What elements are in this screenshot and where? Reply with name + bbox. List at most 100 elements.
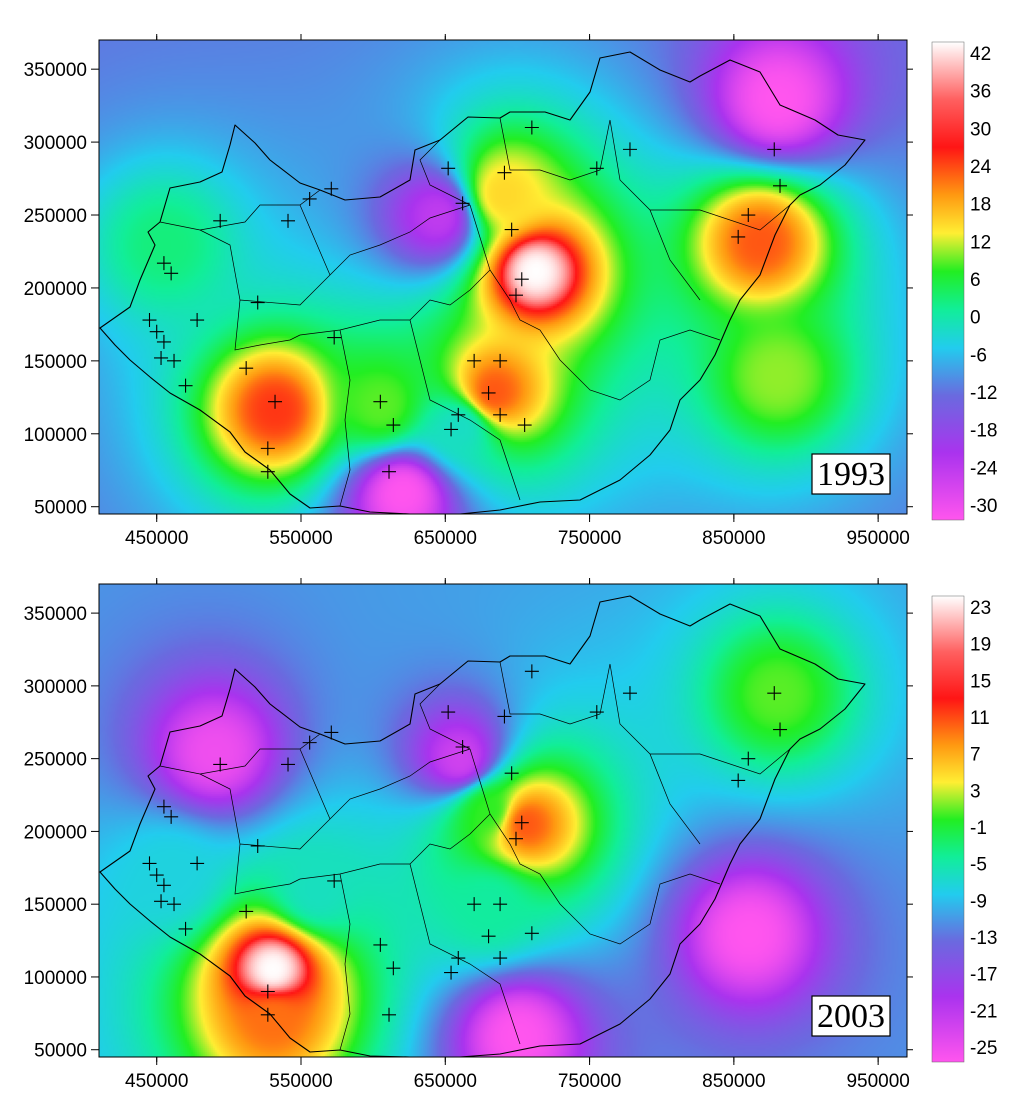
y-tick-label: 100000: [24, 425, 87, 446]
station-marker: [517, 418, 532, 433]
station-marker: [524, 664, 539, 679]
colorbar-label: 36: [970, 82, 991, 103]
station-marker: [741, 208, 756, 223]
station-marker: [154, 350, 169, 365]
colorbar-labels-2003: 23 19 15 11 7 3 -1 -5 -9 -13 -17 -21 -25: [970, 598, 997, 1059]
station-marker: [741, 751, 756, 766]
station-marker: [386, 418, 401, 433]
station-marker: [268, 394, 283, 409]
station-marker: [493, 897, 508, 912]
colorbar-1993: 42 36 30 24 18 12 6 0 -6 -12 -18 -24 -30: [931, 41, 998, 521]
station-marker: [497, 165, 512, 180]
y-tick-label: 50000: [34, 1041, 87, 1062]
y-tick-label: 200000: [24, 279, 87, 300]
x-tick-label: 750000: [558, 1071, 621, 1092]
colorbar-label: -30: [970, 496, 997, 517]
colorbar-label: 30: [970, 119, 991, 140]
panel-1993: 450000 550000 650000 750000 850000 950000 500…: [24, 34, 998, 549]
station-marker: [142, 313, 157, 328]
colorbar-label: 0: [970, 308, 981, 329]
x-tick-label: 850000: [702, 1071, 765, 1092]
y-tick-label: 250000: [24, 206, 87, 227]
station-marker: [178, 378, 193, 393]
station-marker: [386, 961, 401, 976]
frame-1993: [98, 39, 908, 515]
station-marker: [250, 295, 265, 310]
y-tick-label: 350000: [24, 604, 87, 625]
heatmap-canvas-1993: [99, 40, 907, 514]
station-marker: [493, 353, 508, 368]
x-tick-label: 650000: [414, 528, 477, 549]
station-marker: [441, 161, 456, 176]
y-axis-2003: 50000 100000 150000 200000 250000 300000 35000…: [24, 604, 913, 1062]
colorbar-label: 3: [970, 781, 981, 802]
station-marker: [451, 951, 466, 966]
colorbar-label: 42: [970, 44, 991, 65]
station-marker: [156, 334, 171, 349]
station-marker: [497, 709, 512, 724]
colorbar-label: -13: [970, 928, 997, 949]
station-marker: [239, 904, 254, 919]
station-marker: [731, 773, 746, 788]
station-marker: [213, 213, 228, 228]
station-marker: [382, 1007, 397, 1022]
station-marker: [773, 178, 788, 193]
station-marker: [142, 856, 157, 871]
station-marker: [514, 815, 529, 830]
colorbar-label: 6: [970, 270, 981, 291]
station-marker: [167, 897, 182, 912]
colorbar-label: 12: [970, 232, 991, 253]
county-borders-2003: [159, 661, 791, 1051]
y-tick-label: 200000: [24, 822, 87, 843]
station-marker: [467, 353, 482, 368]
station-marker: [156, 878, 171, 893]
station-marker: [327, 873, 342, 888]
station-marker: [773, 722, 788, 737]
station-marker: [514, 272, 529, 287]
station-marker: [178, 921, 193, 936]
year-box-1993: 1993: [811, 453, 891, 495]
station-marker: [281, 213, 296, 228]
station-marker: [504, 222, 519, 237]
station-marker: [281, 757, 296, 772]
station-marker: [455, 196, 470, 211]
x-tick-label: 550000: [269, 528, 332, 549]
station-marker: [731, 229, 746, 244]
y-tick-label: 350000: [24, 60, 87, 81]
station-marker: [481, 385, 496, 400]
x-tick-label: 450000: [125, 528, 188, 549]
colorbar-label: -6: [970, 345, 987, 366]
colorbar-label: -12: [970, 383, 997, 404]
station-marker: [467, 897, 482, 912]
station-marker: [250, 838, 265, 853]
station-marker: [260, 984, 275, 999]
colorbar-label: 15: [970, 671, 991, 692]
station-marker: [302, 191, 317, 206]
colorbar-label: -9: [970, 891, 987, 912]
colorbar-2003: 23 19 15 11 7 3 -1 -5 -9 -13 -17 -21 -25: [931, 595, 997, 1063]
colorbar-label: 7: [970, 745, 981, 766]
station-marker: [441, 705, 456, 720]
station-marker: [324, 181, 339, 196]
y-tick-label: 300000: [24, 677, 87, 698]
x-tick-label: 950000: [846, 1071, 909, 1092]
frame-2003: [98, 583, 908, 1058]
station-marker: [302, 735, 317, 750]
y-tick-label: 250000: [24, 750, 87, 771]
country-boundary-1993: [99, 51, 866, 515]
colorbar-label: -18: [970, 421, 997, 442]
x-tick-label: 850000: [702, 528, 765, 549]
station-marker: [524, 120, 539, 135]
panel-2003: 450000 550000 650000 750000 850000 950000 500…: [24, 578, 997, 1092]
colorbar-label: 18: [970, 195, 991, 216]
colorbar-label: -24: [970, 458, 998, 479]
station-marker: [239, 361, 254, 376]
station-marker: [589, 705, 604, 720]
station-marker: [767, 142, 782, 157]
station-marker: [149, 324, 164, 339]
x-tick-label: 550000: [269, 1071, 332, 1092]
station-marker: [190, 313, 205, 328]
station-marker: [524, 926, 539, 941]
y-tick-label: 100000: [24, 968, 87, 989]
y-tick-label: 300000: [24, 133, 87, 154]
